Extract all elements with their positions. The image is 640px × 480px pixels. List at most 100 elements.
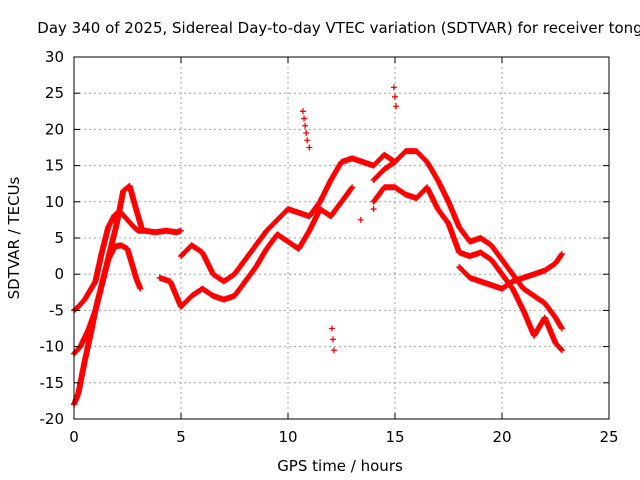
grid-lines: [74, 57, 609, 419]
y-tick-label: -20: [40, 410, 65, 428]
data-point: [357, 216, 364, 223]
x-tick-label: 20: [492, 428, 511, 446]
data-point: [331, 347, 338, 354]
data-point: [178, 243, 194, 260]
data-point: [558, 325, 565, 332]
data-point: [349, 155, 365, 165]
data-point: [263, 217, 280, 234]
y-tick-label: 0: [54, 265, 64, 283]
data-series: [71, 209, 184, 314]
data-point: [509, 275, 526, 285]
y-tick-label: 5: [54, 229, 64, 247]
data-points: [71, 84, 565, 408]
data-point: [317, 178, 334, 205]
data-point: [252, 246, 269, 270]
data-point: [98, 225, 111, 256]
data-point: [210, 271, 226, 284]
data-point: [103, 221, 120, 270]
data-point: [558, 347, 565, 354]
data-point: [413, 148, 430, 165]
data-point: [188, 242, 205, 255]
data-point: [139, 227, 146, 234]
data-point: [299, 108, 306, 115]
data-point: [285, 206, 301, 216]
y-tick-label: 20: [45, 120, 64, 138]
data-point: [86, 308, 98, 332]
data-point: [338, 185, 355, 205]
data-point: [306, 144, 313, 151]
data-point: [509, 285, 526, 313]
data-point: [210, 292, 226, 303]
data-point: [488, 242, 505, 262]
data-point: [133, 274, 143, 291]
data-point: [231, 257, 248, 278]
data-point: [133, 206, 146, 233]
data-point: [81, 330, 94, 365]
data-point: [124, 245, 135, 266]
data-point: [130, 224, 141, 233]
data-point: [137, 285, 144, 292]
axis-ticks: 0 5 10 15 20 25 -20 -15 -10 -5 0 5 10 15 20 25 30: [40, 48, 619, 446]
y-tick-label: 15: [45, 157, 64, 175]
data-point: [242, 264, 259, 285]
data-point: [370, 152, 387, 169]
data-point: [126, 182, 139, 211]
data-point: [81, 286, 94, 303]
data-series: [299, 84, 400, 354]
data-point: [220, 271, 237, 285]
data-point: [541, 261, 558, 274]
data-point: [92, 250, 105, 285]
data-series: [156, 184, 356, 310]
data-point: [370, 206, 377, 213]
data-point: [392, 184, 408, 197]
data-point: [499, 279, 515, 292]
data-point: [488, 256, 505, 277]
data-point: [390, 84, 397, 91]
data-point: [242, 243, 259, 263]
data-point: [75, 359, 88, 397]
data-point: [306, 207, 323, 234]
data-point: [156, 274, 173, 285]
data-point: [445, 198, 462, 229]
data-point: [231, 279, 248, 299]
data-point: [558, 250, 565, 257]
data-point: [456, 249, 472, 259]
data-point: [274, 206, 291, 223]
data-point: [92, 265, 109, 314]
data-point: [393, 103, 400, 110]
data-point: [499, 256, 515, 277]
data-point: [220, 293, 237, 303]
data-point: [434, 177, 451, 204]
y-axis-label: SDTVAR / TECUs: [5, 176, 23, 299]
data-point: [381, 159, 397, 173]
data-point: [178, 293, 194, 310]
data-point: [424, 159, 441, 183]
data-point: [370, 185, 387, 205]
data-series: [456, 250, 565, 292]
data-point: [466, 274, 483, 285]
data-point: [77, 326, 92, 350]
data-point: [466, 235, 483, 245]
data-point: [520, 271, 536, 281]
data-point: [178, 227, 184, 234]
data-point: [105, 212, 118, 231]
data-point: [327, 199, 344, 220]
data-point: [392, 93, 398, 100]
chart-title: Day 340 of 2025, Sidereal Day-to-day VTE…: [37, 19, 640, 37]
data-point: [199, 285, 216, 299]
data-point: [304, 137, 311, 144]
data-series: [370, 184, 565, 354]
data-point: [531, 292, 547, 306]
data-point: [466, 249, 483, 260]
data-point: [456, 264, 473, 280]
y-tick-label: -15: [40, 374, 65, 392]
data-point: [328, 325, 335, 332]
data-point: [541, 314, 558, 345]
data-point: [303, 130, 310, 137]
x-tick-label: 0: [69, 428, 79, 446]
data-point: [75, 297, 87, 310]
y-tick-label: 10: [45, 193, 64, 211]
x-axis-label: GPS time / hours: [277, 457, 403, 475]
data-point: [338, 155, 355, 165]
